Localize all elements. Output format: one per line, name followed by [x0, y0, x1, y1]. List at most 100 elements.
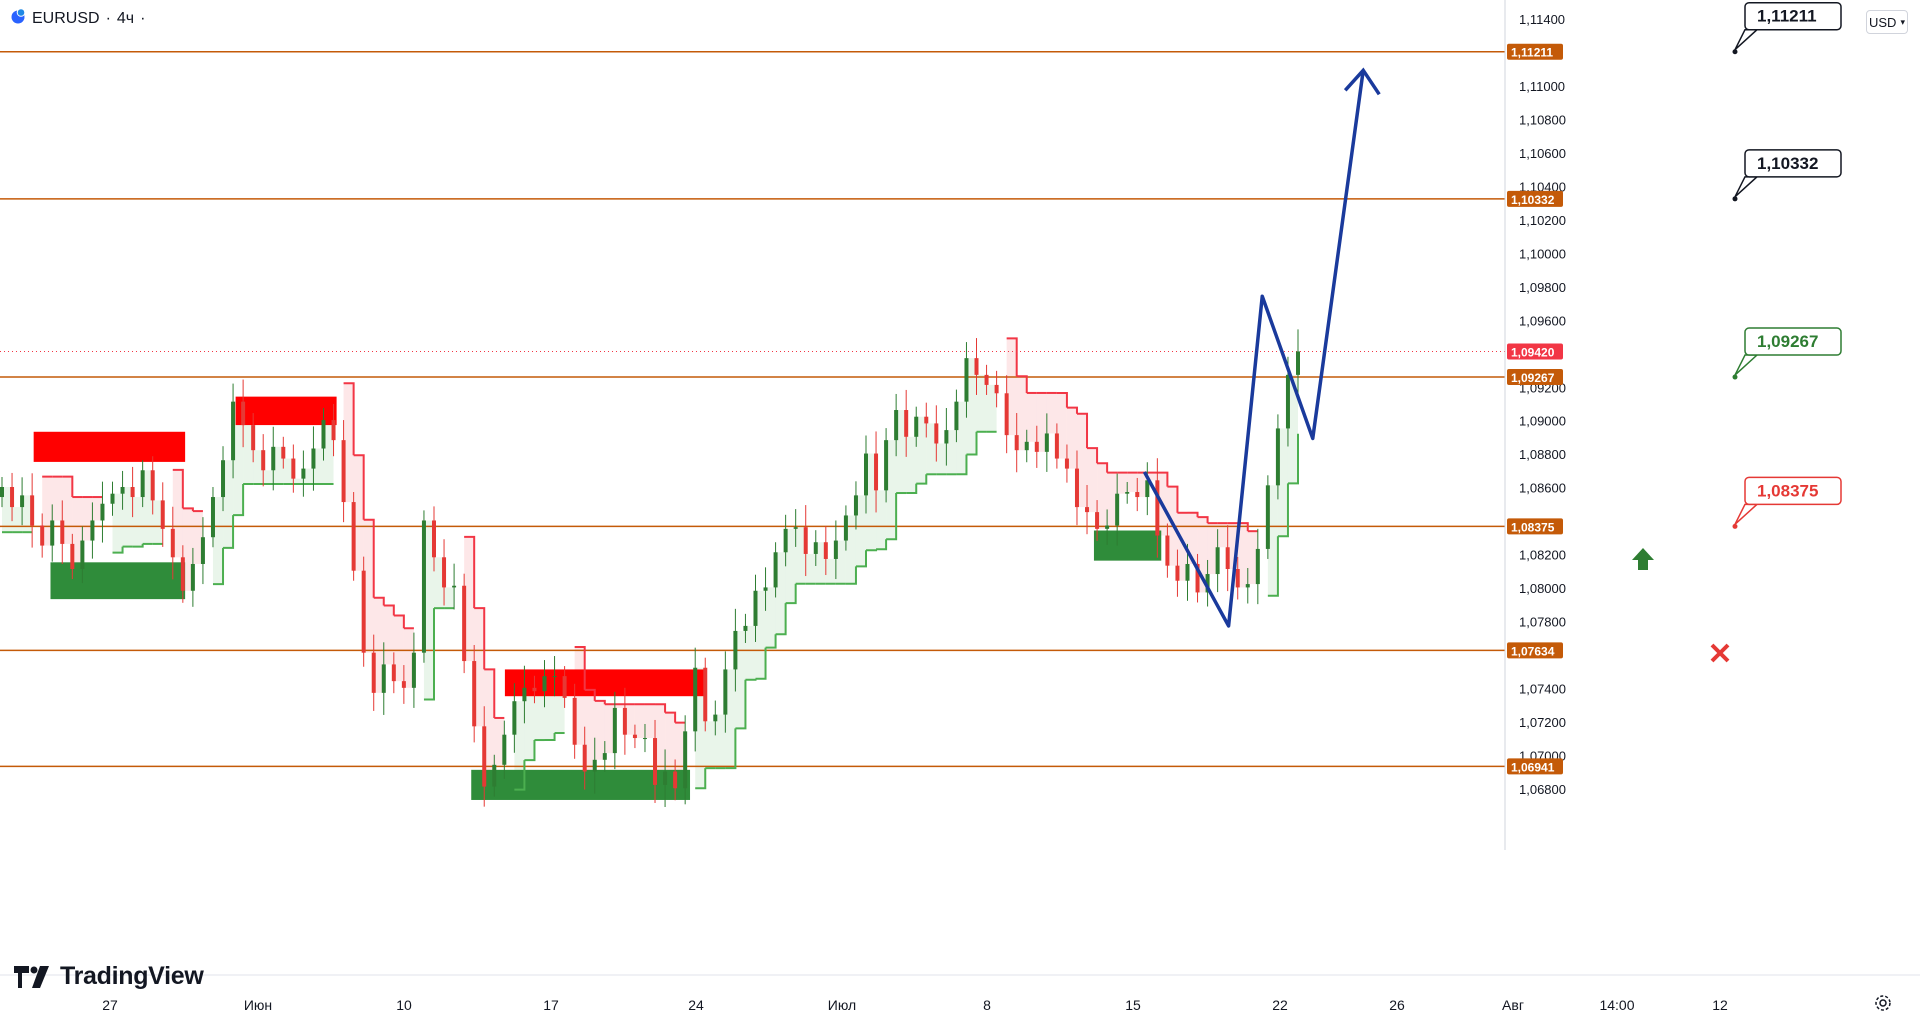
trailing-stop-segment [1006, 337, 1018, 377]
candle [974, 338, 979, 395]
trailing-stop-fill [725, 669, 736, 769]
x-tick-label: Авг [1502, 997, 1524, 1013]
candle [1296, 329, 1300, 397]
candle [1014, 413, 1019, 473]
level-price-tag: 1,06941 [1507, 758, 1563, 775]
candle-body [351, 502, 356, 571]
level-callout[interactable]: 1,08375 [1732, 476, 1842, 529]
candle-body [160, 500, 165, 529]
trailing-stop-fill [544, 676, 555, 741]
candle-body [1285, 374, 1290, 429]
candle [823, 526, 828, 576]
trailing-stop-segment [906, 483, 918, 495]
level-callout[interactable]: 1,11211 [1732, 1, 1842, 55]
candle [472, 644, 477, 743]
candle-body [944, 430, 949, 444]
trailing-stop-fill [805, 553, 816, 584]
forecast-arrowhead [1343, 67, 1381, 96]
trailing-stop-fill [866, 453, 877, 551]
candle-body [954, 401, 959, 431]
y-tick-label: 1,10200 [1519, 213, 1566, 228]
candle [0, 476, 4, 508]
trailing-stop-fill [1277, 428, 1288, 537]
trailing-stop-segment [484, 668, 496, 718]
trailing-stop-fill [896, 410, 907, 494]
trailing-stop-segment [886, 493, 898, 541]
candle [622, 687, 627, 755]
trailing-stop-fill [695, 667, 706, 789]
callout-pointer [1734, 354, 1759, 376]
candle-body [522, 687, 527, 702]
candle-body [934, 423, 939, 444]
callout-anchor [1732, 196, 1738, 202]
trailing-stop-segment [1066, 406, 1078, 414]
trailing-stop-fill [1137, 472, 1148, 498]
candle-body [391, 664, 396, 682]
candle [954, 389, 959, 443]
level-tag-bg [1507, 518, 1563, 535]
trailing-stop-fill [665, 712, 676, 772]
trailing-stop-fill [464, 536, 475, 662]
candle [592, 737, 597, 794]
trailing-stop-fill [1016, 376, 1027, 451]
trailing-stop-fill [976, 374, 987, 432]
candle [1044, 413, 1049, 472]
trailing-stop-fill [383, 605, 394, 665]
trailing-stop-fill [886, 440, 897, 540]
candle-body [1235, 569, 1240, 588]
candle [90, 502, 95, 559]
trailing-stop-segment [574, 645, 586, 690]
candle-body [1004, 393, 1009, 436]
trailing-stop-fill [484, 669, 495, 787]
trailing-stop-segment [775, 603, 787, 636]
candle-body [1145, 480, 1150, 498]
candle-body [904, 410, 909, 437]
forecast-path[interactable] [1142, 70, 1365, 628]
candle [462, 573, 467, 674]
level-callout[interactable]: 1,09267 [1732, 327, 1842, 380]
candle-body [803, 527, 808, 554]
timeframe[interactable]: 4ч [116, 9, 135, 27]
candle [421, 510, 426, 663]
trailing-stop-fill [263, 470, 274, 484]
candle [70, 533, 75, 580]
level-callout[interactable]: 1,10332 [1732, 149, 1842, 202]
candle-body [1165, 535, 1170, 566]
candle-body [130, 487, 135, 498]
trailing-stop-segment [956, 454, 968, 476]
currency-select[interactable]: USD ▾ [1866, 10, 1908, 34]
candle-body [301, 468, 306, 479]
chevron-down-icon: ▾ [1900, 16, 1905, 27]
trailing-stop-fill [1097, 463, 1108, 529]
candle-body [1125, 492, 1130, 494]
candle [894, 393, 899, 457]
candle-body [1105, 525, 1110, 529]
trailing-stop-fill [936, 443, 947, 475]
candle [170, 506, 175, 580]
candle [20, 477, 25, 526]
candle-body [30, 495, 35, 526]
candle-body [743, 625, 748, 631]
candle [1225, 525, 1230, 592]
candle-body [683, 731, 688, 789]
candle-body [361, 570, 366, 653]
trailing-stop-fill [926, 423, 937, 475]
trailing-stop-fill [675, 722, 686, 789]
candle [1255, 528, 1260, 605]
candle-body [884, 440, 889, 491]
candle [673, 759, 678, 801]
candle-body [723, 669, 728, 715]
candle-body [200, 537, 205, 564]
settings-gear-icon[interactable] [1874, 994, 1892, 1017]
candle-body [70, 543, 75, 570]
callout-pointer [1734, 503, 1759, 525]
trailing-stop-fill [82, 497, 93, 541]
candle-body [542, 676, 547, 692]
trailing-stop-segment [474, 607, 486, 670]
y-tick-label: 1,09600 [1519, 313, 1566, 328]
trailing-stop-segment [1076, 412, 1089, 449]
candle-body [190, 563, 195, 591]
symbol-header[interactable]: EURUSD · 4ч · [10, 8, 145, 29]
candle-body [994, 384, 999, 394]
